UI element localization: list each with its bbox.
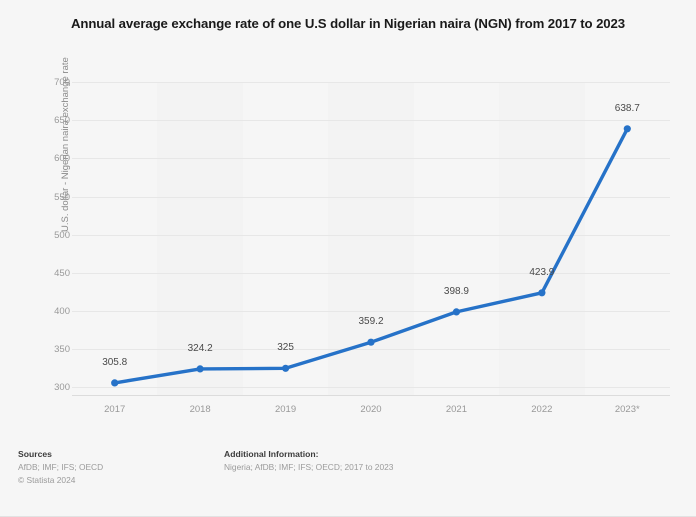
data-point-marker[interactable] (282, 364, 290, 372)
x-axis-tick-label: 2019 (274, 404, 297, 415)
chart-footer: Sources AfDB; IMF; IFS; OECD © Statista … (0, 448, 696, 517)
gridline (72, 196, 670, 198)
data-point-label: 638.7 (614, 102, 640, 114)
x-axis-tick-label: 2023* (614, 404, 640, 415)
x-axis-tick-label: 2020 (360, 404, 382, 415)
gridline (72, 82, 670, 83)
gridline (72, 387, 670, 389)
gridline (72, 120, 670, 122)
x-axis-tick-label: 2018 (189, 404, 211, 415)
data-point-label: 423.9 (529, 266, 555, 278)
sources-text[interactable]: AfDB; IMF; IFS; OECD (18, 462, 104, 472)
footer-sources-column: Sources AfDB; IMF; IFS; OECD © Statista … (18, 448, 103, 486)
y-axis-tick-label: 550 (54, 191, 70, 203)
data-point-label: 325 (277, 342, 294, 354)
additional-info-text: Nigeria; AfDB; IMF; IFS; OECD; 2017 to 2… (224, 462, 394, 472)
data-point-marker[interactable] (196, 365, 204, 373)
y-axis-ticks: U.S. dollar - Nigerian naira exchange ra… (54, 57, 670, 395)
x-axis-tick-label: 2022 (531, 404, 553, 415)
gridline (72, 158, 670, 160)
gridline (72, 349, 670, 351)
data-point-label: 324.2 (187, 342, 213, 354)
x-axis-tick-label: 2017 (104, 404, 126, 415)
x-axis-line (72, 395, 670, 396)
chart-title: Annual average exchange rate of one U.S … (70, 16, 626, 31)
y-axis-tick-label: 500 (54, 229, 70, 241)
y-axis-tick-label: 300 (54, 382, 70, 394)
copyright-text: © Statista 2024 (18, 474, 76, 485)
gridline (72, 272, 670, 274)
y-axis-tick-label: 450 (54, 267, 70, 279)
y-axis-tick-label: 650 (54, 115, 70, 127)
gridline (72, 311, 670, 313)
data-point-marker[interactable] (538, 289, 546, 297)
data-point-label: 398.9 (443, 285, 469, 297)
series-markers (111, 125, 631, 387)
y-axis-tick-label: 700 (54, 77, 70, 88)
chart-plot-region: U.S. dollar - Nigerian naira exchange ra… (54, 57, 670, 415)
additional-info-heading: Additional Information: (224, 449, 319, 459)
data-point-marker[interactable] (623, 125, 631, 133)
x-axis-tick-label: 2021 (445, 404, 467, 415)
data-point-marker[interactable] (367, 338, 375, 346)
plot-band (157, 82, 243, 395)
data-point-marker[interactable] (111, 379, 119, 387)
y-axis-tick-label: 400 (54, 306, 70, 318)
data-point-marker[interactable] (452, 308, 460, 316)
y-axis-tick-label: 350 (54, 344, 70, 356)
sources-heading: Sources (18, 449, 52, 459)
data-point-label: 359.2 (358, 316, 384, 328)
line-series-svg (111, 125, 631, 387)
footer-additional-column: Additional Information: Nigeria; AfDB; I… (224, 448, 393, 474)
data-point-label: 305.8 (102, 356, 128, 368)
gridline (72, 234, 670, 236)
y-axis-tick-label: 600 (54, 153, 70, 165)
